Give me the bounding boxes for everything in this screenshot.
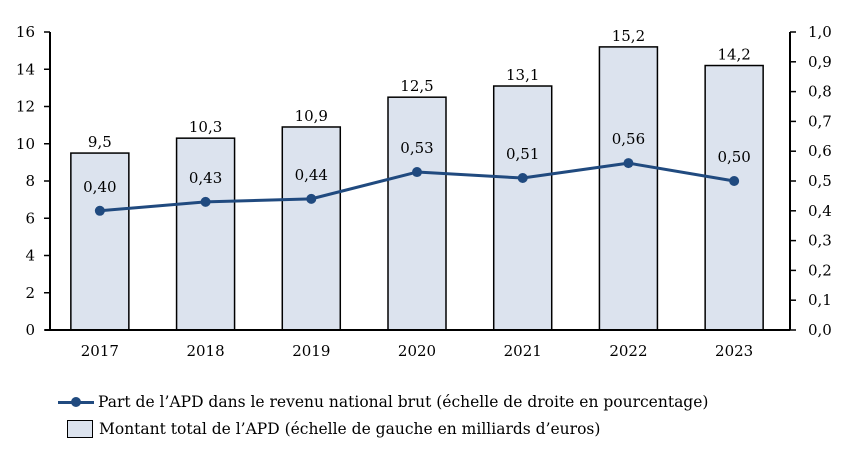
x-tick-label: 2019	[292, 342, 330, 360]
bar-value-label: 14,2	[717, 46, 750, 64]
line-value-label: 0,44	[295, 166, 328, 184]
line-point-2018	[200, 196, 211, 207]
bar-2020	[387, 96, 447, 331]
bar-value-label: 9,5	[88, 133, 112, 151]
y-left-tick-label: 0	[25, 321, 35, 339]
line-point-2019	[306, 193, 317, 204]
bar-2017	[70, 152, 130, 331]
legend: Part de l’APD dans le revenu national br…	[58, 388, 708, 442]
y-left-tick-label: 6	[25, 209, 35, 227]
y-right-tick-label: 0,2	[808, 261, 832, 279]
bar-2018	[175, 137, 236, 331]
y-left-tick-label: 16	[16, 23, 35, 41]
bar-2019	[281, 126, 342, 331]
x-tick-label: 2017	[81, 342, 119, 360]
line-value-label: 0,56	[612, 130, 645, 148]
y-left-tick-label: 2	[25, 284, 35, 302]
y-right-tick-label: 0,3	[808, 232, 832, 250]
line-value-label: 0,50	[717, 148, 750, 166]
bar-swatch-icon	[67, 419, 93, 438]
y-left-tick-label: 12	[16, 98, 35, 116]
x-tick-label: 2021	[504, 342, 542, 360]
line-point-2017	[94, 205, 105, 216]
y-right-tick-label: 0,4	[808, 202, 832, 220]
bar-2023	[704, 64, 764, 331]
y-left-tick-label: 10	[16, 135, 35, 153]
line-value-label: 0,51	[506, 145, 539, 163]
bar-value-label: 13,1	[506, 66, 539, 84]
y-left-tick-label: 8	[25, 172, 35, 190]
y-right-tick-label: 0,6	[808, 142, 832, 160]
bar-2022	[598, 46, 659, 331]
y-right-tick-label: 1,0	[808, 23, 832, 41]
y-right-tick-label: 0,5	[808, 172, 832, 190]
x-tick-label: 2022	[609, 342, 647, 360]
bar-value-label: 10,9	[295, 107, 328, 125]
y-right-tick-label: 0,1	[808, 291, 832, 309]
line-value-label: 0,43	[189, 169, 222, 187]
line-point-2023	[729, 176, 740, 186]
legend-item-bar: Montant total de l’APD (échelle de gauch…	[58, 415, 708, 442]
legend-line-label: Part de l’APD dans le revenu national br…	[98, 392, 709, 411]
y-right-tick-label: 0,8	[808, 83, 832, 101]
y-left-tick-label: 4	[25, 247, 35, 265]
combo-chart: 9,5 10,3 10,9 12,5 13,1 15,2 14,2 0 2 4 6 8 10 12 14 16…	[16, 23, 832, 360]
x-tick-label: 2018	[186, 342, 224, 360]
bar-2021	[492, 85, 553, 331]
line-point-2021	[517, 173, 528, 184]
bar-value-label: 10,3	[189, 118, 222, 136]
y-left-tick-label: 14	[16, 60, 35, 78]
line-value-label: 0,40	[83, 178, 116, 196]
line-point-2020	[412, 167, 422, 178]
legend-item-line: Part de l’APD dans le revenu national br…	[58, 388, 708, 415]
x-tick-label: 2023	[715, 342, 753, 360]
y-right-tick-label: 0,9	[808, 53, 832, 71]
legend-bar-label: Montant total de l’APD (échelle de gauch…	[99, 419, 601, 438]
y-right-tick-label: 0,7	[808, 112, 832, 130]
bar-value-label: 15,2	[612, 27, 645, 45]
line-value-label: 0,53	[400, 139, 433, 157]
y-right-tick-label: 0,0	[808, 321, 832, 339]
bar-value-label: 12,5	[400, 77, 433, 95]
line-marker-icon	[58, 395, 94, 409]
x-tick-label: 2020	[398, 342, 436, 360]
line-point-2022	[623, 158, 634, 169]
